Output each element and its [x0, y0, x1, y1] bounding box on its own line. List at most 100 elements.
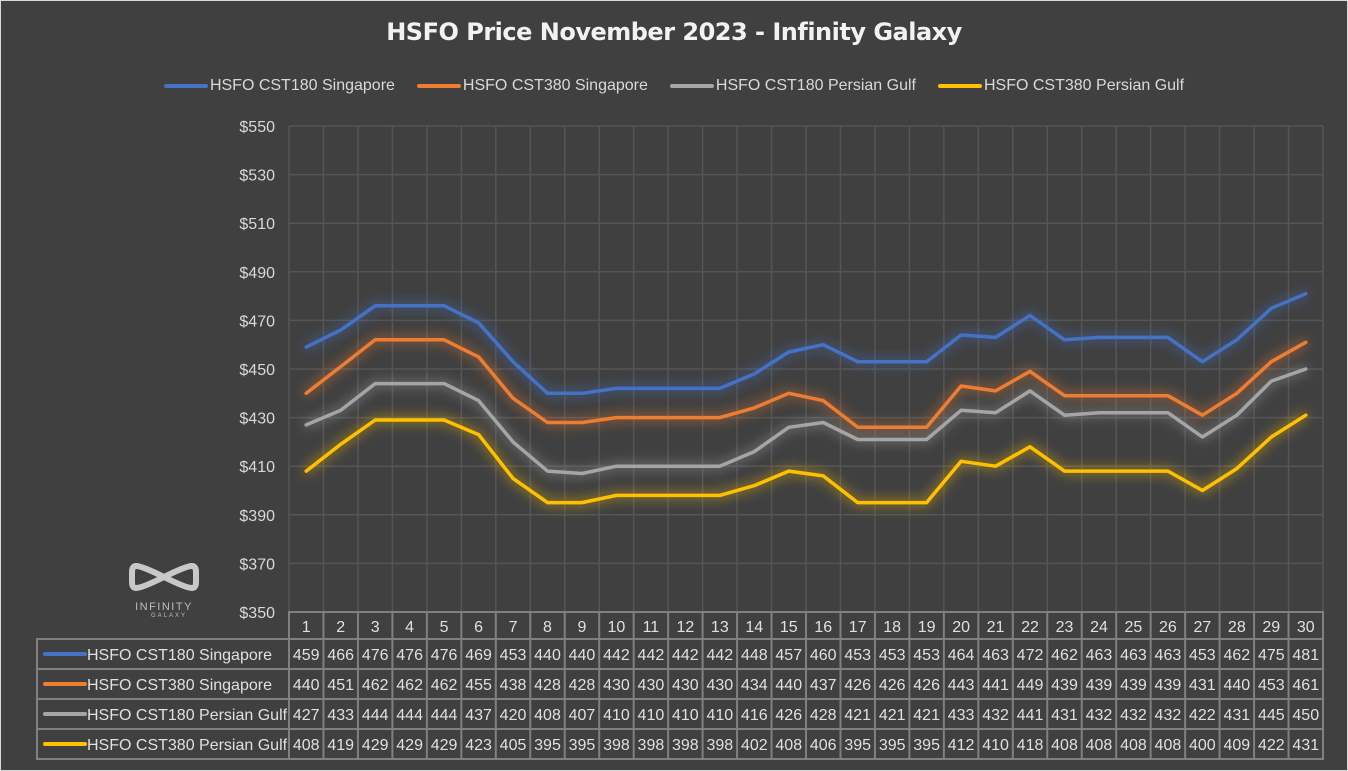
category-label: 1	[302, 619, 311, 636]
table-cell: 432	[1120, 707, 1147, 724]
table-cell: 426	[844, 677, 871, 694]
table-cell: 451	[327, 677, 354, 694]
legend: HSFO CST180 Singapore HSFO CST380 Singap…	[0, 77, 1348, 95]
category-label: 12	[676, 619, 694, 636]
legend-item-cst380-persian-gulf[interactable]: HSFO CST380 Persian Gulf	[937, 77, 1185, 95]
table-cell: 408	[1051, 737, 1078, 754]
table-cell: 429	[362, 737, 389, 754]
table-cell: 420	[500, 707, 527, 724]
table-cell: 442	[706, 647, 733, 664]
table-cell: 398	[603, 737, 630, 754]
y-tick-label: $430	[239, 411, 275, 428]
table-cell: 450	[1292, 707, 1319, 724]
table-cell: 434	[741, 677, 768, 694]
category-label: 25	[1125, 619, 1143, 636]
table-cell: 429	[396, 737, 423, 754]
table-cell: 398	[706, 737, 733, 754]
category-label: 23	[1056, 619, 1074, 636]
y-tick-label: $370	[239, 556, 275, 573]
table-cell: 459	[293, 647, 320, 664]
infinity-logo-icon	[129, 562, 199, 592]
table-cell: 431	[1292, 737, 1319, 754]
table-cell: 410	[706, 707, 733, 724]
table-cell: 442	[638, 647, 665, 664]
table-cell: 410	[982, 737, 1009, 754]
table-cell: 408	[293, 737, 320, 754]
table-cell: 422	[1189, 707, 1216, 724]
legend-swatch-icon	[937, 84, 982, 88]
legend-label: HSFO CST380 Persian Gulf	[983, 77, 1185, 94]
table-cell: 475	[1258, 647, 1285, 664]
table-cell: 418	[1017, 737, 1044, 754]
table-cell: 439	[1120, 677, 1147, 694]
table-cell: 430	[638, 677, 665, 694]
table-cell: 472	[1017, 647, 1044, 664]
y-tick-label: $550	[239, 119, 275, 136]
y-tick-label: $490	[239, 265, 275, 282]
category-label: 19	[918, 619, 936, 636]
table-cell: 476	[362, 647, 389, 664]
legend-swatch-icon	[163, 84, 208, 88]
table-cell: 463	[1086, 647, 1113, 664]
y-tick-label: $470	[239, 313, 275, 330]
table-cell: 462	[396, 677, 423, 694]
table-cell: 408	[1120, 737, 1147, 754]
category-label: 4	[405, 619, 414, 636]
table-cell: 395	[879, 737, 906, 754]
table-cell: 445	[1258, 707, 1285, 724]
table-cell: 422	[1258, 737, 1285, 754]
infinity-galaxy-logo: INFINITY GALAXY	[128, 560, 200, 619]
table-cell: 426	[775, 707, 802, 724]
category-label: 5	[440, 619, 449, 636]
table-cell: 461	[1292, 677, 1319, 694]
row-series-label: HSFO CST380 Singapore	[87, 677, 272, 694]
table-cell: 444	[396, 707, 423, 724]
category-label: 29	[1262, 619, 1280, 636]
table-cell: 408	[1086, 737, 1113, 754]
row-series-label: HSFO CST380 Persian Gulf	[87, 737, 288, 754]
category-label: 27	[1193, 619, 1211, 636]
category-label: 22	[1021, 619, 1039, 636]
gridlines	[288, 125, 1324, 613]
legend-item-cst180-singapore[interactable]: HSFO CST180 Singapore	[163, 77, 395, 95]
category-label: 26	[1159, 619, 1177, 636]
table-cell: 442	[672, 647, 699, 664]
table-cell: 440	[534, 647, 561, 664]
table-cell: 395	[844, 737, 871, 754]
category-label: 2	[336, 619, 345, 636]
series-line	[304, 367, 1308, 476]
legend-label: HSFO CST180 Singapore	[209, 77, 395, 94]
y-tick-label: $350	[239, 605, 275, 622]
table-cell: 462	[1223, 647, 1250, 664]
table-cell: 408	[1155, 737, 1182, 754]
table-cell: 440	[293, 677, 320, 694]
legend-swatch-icon	[416, 84, 461, 88]
table-cell: 431	[1189, 677, 1216, 694]
table-cell: 463	[1120, 647, 1147, 664]
table-cell: 453	[1258, 677, 1285, 694]
table-cell: 466	[327, 647, 354, 664]
legend-item-cst180-persian-gulf[interactable]: HSFO CST180 Persian Gulf	[669, 77, 916, 95]
category-label: 16	[814, 619, 832, 636]
row-series-label: HSFO CST180 Persian Gulf	[87, 707, 288, 724]
table-cell: 462	[362, 677, 389, 694]
category-label: 7	[509, 619, 518, 636]
table-cell: 441	[982, 677, 1009, 694]
table-cell: 453	[1189, 647, 1216, 664]
category-label: 11	[643, 619, 660, 636]
legend-item-cst380-singapore[interactable]: HSFO CST380 Singapore	[416, 77, 648, 95]
y-axis-labels: $550 $530 $510 $490 $470 $450 $430 $410 $390 $370…	[239, 119, 275, 622]
table-cell: 421	[879, 707, 906, 724]
table-cell: 433	[327, 707, 354, 724]
category-label: 10	[608, 619, 626, 636]
table-cell: 463	[1155, 647, 1182, 664]
table-cell: 431	[1051, 707, 1078, 724]
logo-text: INFINITY	[135, 601, 193, 613]
data-table: 1 2 3 4 5 6 7 8 9 10 11 12 13 14 15 16 17 18 19 20 21 22 23 24 2…	[36, 611, 1324, 760]
table-cell: 437	[465, 707, 492, 724]
table-cell: 462	[1051, 647, 1078, 664]
table-cell: 419	[327, 737, 354, 754]
table-cell: 429	[431, 737, 458, 754]
table-cell: 439	[1155, 677, 1182, 694]
y-tick-label: $450	[239, 362, 275, 379]
